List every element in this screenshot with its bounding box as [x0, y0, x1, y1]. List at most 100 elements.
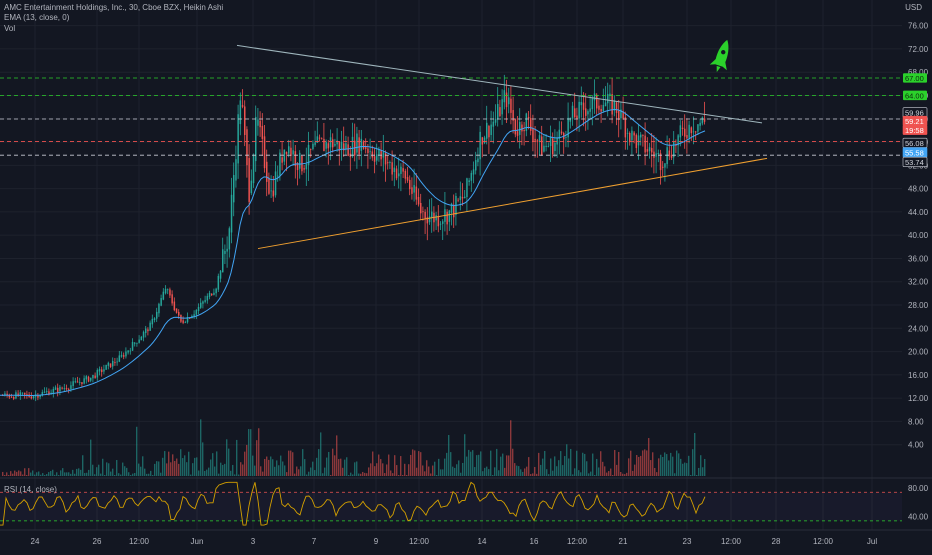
candle-body [83, 378, 85, 384]
volume-bar [516, 465, 518, 476]
volume-bar [536, 473, 538, 476]
candle-body [448, 210, 451, 222]
volume-bar [546, 469, 548, 476]
volume-bar [282, 461, 284, 476]
candle-body [670, 155, 673, 158]
candle-body [92, 374, 94, 379]
candle-body [525, 113, 528, 131]
volume-bar [56, 472, 58, 476]
candle-body [283, 149, 286, 162]
volume-bar [34, 474, 36, 476]
volume-bar [602, 461, 604, 476]
candle-body [61, 387, 63, 389]
volume-bar [480, 451, 482, 476]
volume-bar [464, 434, 466, 476]
candle-body [186, 317, 189, 323]
volume-bar [214, 466, 216, 476]
candle-body [567, 117, 569, 138]
candle-body [684, 128, 686, 137]
ema-legend[interactable]: EMA (13, close, 0) [4, 13, 70, 22]
volume-bar [216, 451, 218, 476]
volume-bar [560, 451, 562, 476]
volume-bar [594, 475, 596, 476]
volume-bar [264, 458, 266, 476]
y-tick-label: 36.00 [908, 254, 929, 263]
candle-body [74, 381, 77, 383]
volume-bar [178, 463, 180, 476]
volume-bar [66, 472, 68, 476]
candle-body [664, 163, 666, 168]
candle-body [611, 94, 613, 115]
candle-body [477, 158, 479, 163]
candle-body [393, 167, 396, 173]
candle-body [72, 381, 74, 387]
volume-bar [108, 463, 110, 476]
candle-body [387, 162, 389, 164]
candle-body [281, 157, 283, 163]
volume-bar [98, 464, 100, 476]
candle-body [59, 386, 61, 392]
candle-body [547, 145, 550, 147]
volume-bar [378, 454, 380, 476]
volume-bar [124, 466, 126, 476]
candle-body [118, 355, 121, 362]
candle-body [63, 388, 66, 389]
volume-bar [488, 469, 490, 476]
rsi-legend[interactable]: RSI (14, close) [4, 485, 57, 494]
volume-bar [232, 464, 234, 476]
volume-legend[interactable]: Vol [4, 24, 16, 33]
candle-body [505, 92, 508, 108]
candle-body [156, 311, 158, 319]
candle-body [235, 159, 237, 181]
candle-body [98, 368, 101, 372]
volume-bar [40, 474, 42, 476]
candle-body [666, 147, 668, 165]
candle-body [391, 162, 393, 175]
volume-bar [662, 456, 664, 476]
candle-body [145, 328, 147, 333]
volume-bar [576, 450, 578, 476]
candle-body [255, 116, 257, 162]
x-tick-label: 9 [374, 537, 379, 546]
candle-body [492, 121, 495, 127]
candle-body [241, 105, 244, 107]
volume-bar [362, 471, 364, 476]
candle-body [626, 132, 629, 134]
candle-body [6, 393, 8, 396]
candle-body [512, 110, 514, 121]
volume-bar [540, 464, 542, 476]
volume-bar [564, 456, 566, 476]
candle-body [640, 134, 642, 138]
volume-bar [674, 473, 676, 476]
candle-body [486, 122, 488, 139]
volume-bar [308, 471, 310, 476]
volume-bar [618, 451, 620, 476]
volume-bar [322, 473, 324, 476]
volume-bar [642, 450, 644, 476]
volume-bar [562, 465, 564, 476]
candle-body [450, 203, 453, 213]
candle-body [193, 314, 195, 317]
volume-bar [484, 467, 486, 476]
symbol-legend[interactable]: AMC Entertainment Holdings, Inc., 30, Cb… [4, 3, 224, 12]
volume-bar [324, 467, 326, 476]
volume-bar [640, 455, 642, 476]
volume-bar [456, 464, 458, 476]
candle-body [288, 146, 290, 154]
volume-bar [168, 451, 170, 476]
candle-body [582, 102, 585, 110]
candle-body [217, 275, 220, 290]
candle-body [261, 125, 264, 139]
volume-bar [288, 450, 290, 476]
volume-bar [530, 474, 532, 476]
candle-body [607, 94, 609, 104]
volume-bar [276, 460, 278, 476]
volume-bar [654, 467, 656, 476]
volume-bar [364, 472, 366, 476]
price-tag-label: 67.00 [905, 74, 924, 83]
volume-bar [180, 449, 182, 476]
volume-bar [284, 465, 286, 476]
candle-body [107, 362, 110, 366]
